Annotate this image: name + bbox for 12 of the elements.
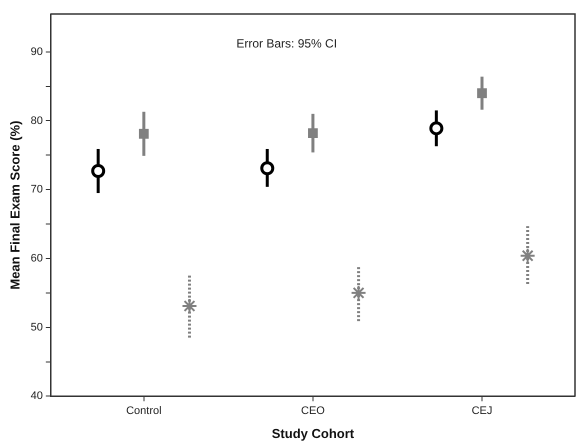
y-tick-label: 50 [30,321,43,334]
y-tick-label: 70 [30,184,43,196]
x-tick-label: CEO [300,404,326,417]
y-tick-label: 40 [30,390,43,402]
x-axis-title: Study Cohort [272,426,355,441]
annotation: Error Bars: 95% CI [236,36,338,50]
y-tick-label: 60 [30,252,43,264]
y-tick-label: 90 [30,46,43,58]
y-axis-title: Mean Final Exam Score (%) [7,120,22,290]
x-tick-label: CEJ [472,404,492,417]
y-tick-label: 80 [30,114,43,127]
x-tick-label: Control [126,404,162,417]
